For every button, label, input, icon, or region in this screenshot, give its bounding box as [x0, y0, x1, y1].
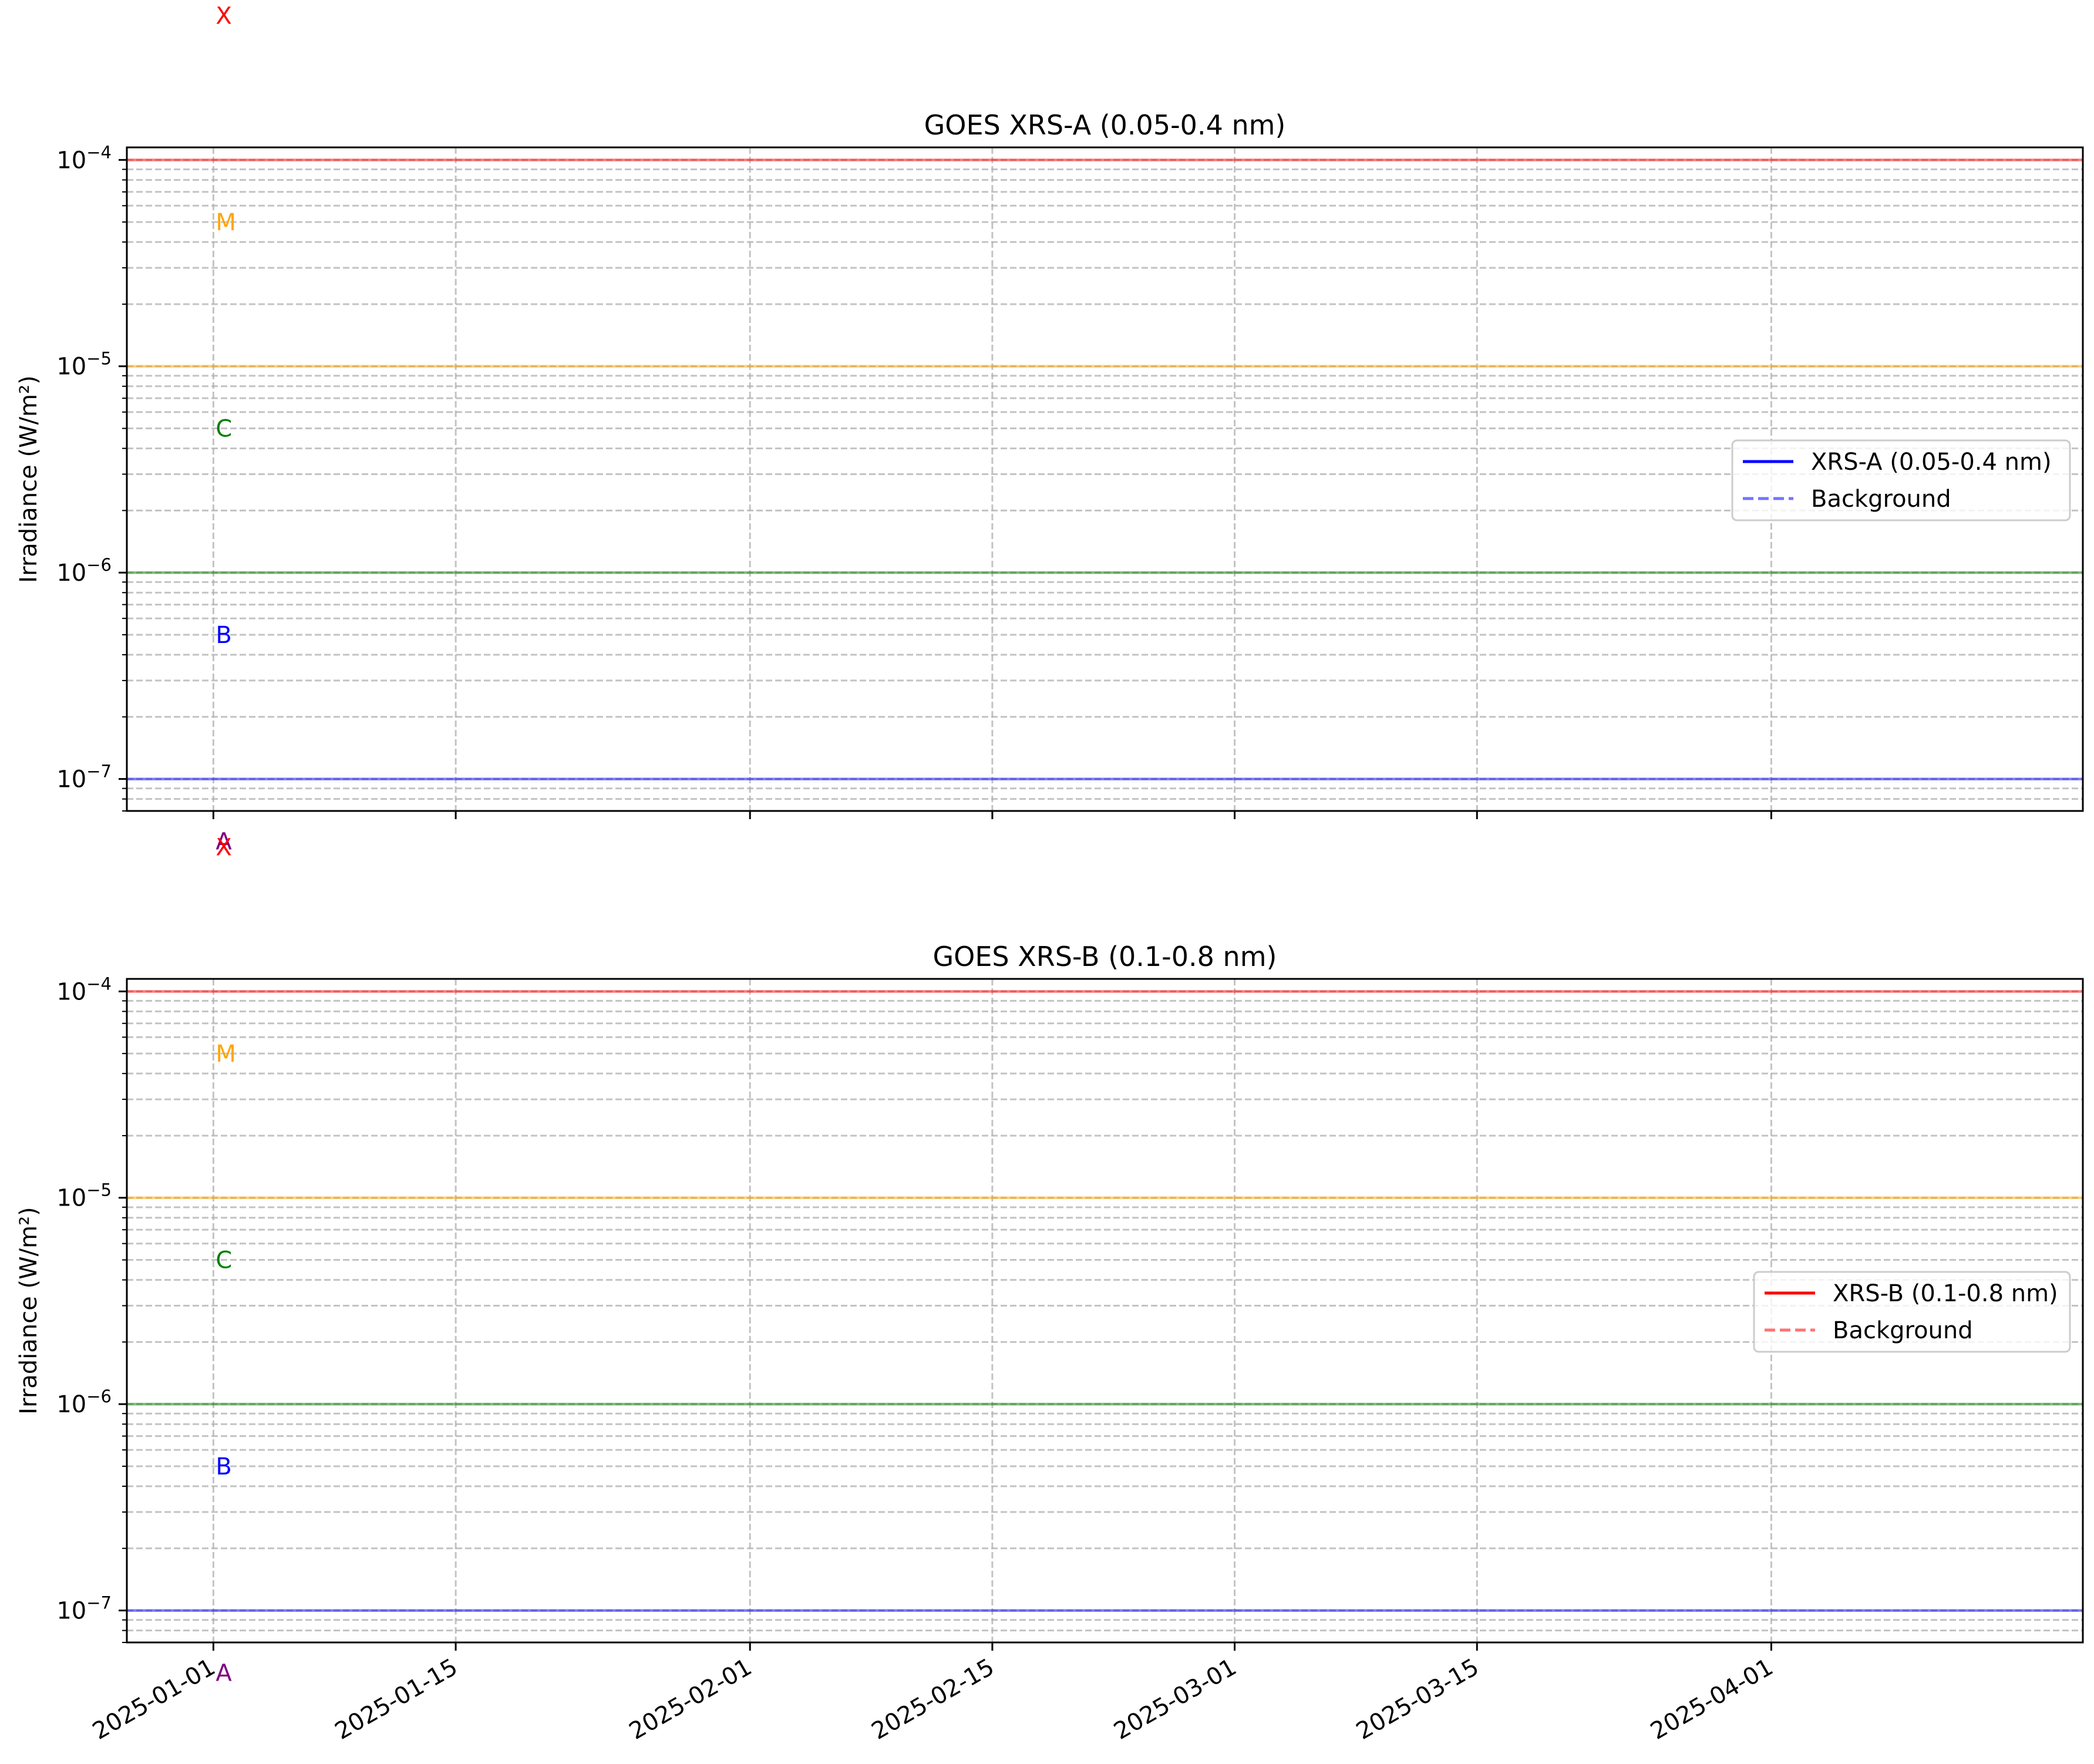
y-tick-exponent: −5: [86, 1180, 112, 1200]
y-tick-exponent: −4: [86, 974, 112, 994]
flare-class-label-c: C: [216, 1247, 232, 1274]
y-tick-base: 10: [56, 354, 86, 381]
y-tick-exponent: −7: [86, 1593, 112, 1613]
legend: XRS-A (0.05-0.4 nm) Background: [1731, 439, 2071, 521]
y-tick-label: 10−6: [56, 1386, 112, 1418]
y-tick-exponent: −6: [86, 555, 112, 575]
flare-class-label-m: M: [216, 1041, 236, 1068]
y-tick-exponent: −4: [86, 142, 112, 162]
flare-class-label-x: X: [216, 834, 231, 861]
y-tick-label: 10−5: [56, 1180, 112, 1212]
x-tick-label: 2025-01-01: [88, 1654, 220, 1745]
legend-label-2: Background: [1811, 486, 1951, 513]
y-tick-label: 10−4: [56, 142, 112, 174]
y-tick-label: 10−7: [56, 1593, 112, 1625]
y-tick-label: 10−4: [56, 974, 112, 1005]
x-tick-label: 2025-02-15: [867, 1654, 999, 1745]
y-tick-base: 10: [56, 1391, 86, 1418]
x-tick-label: 2025-04-01: [1646, 1654, 1777, 1745]
y-tick-exponent: −7: [86, 762, 112, 782]
y-tick-exponent: −6: [86, 1386, 112, 1406]
legend-box: [1731, 439, 2071, 521]
y-tick-base: 10: [56, 766, 86, 793]
y-axis-label: Irradiance (W/m²): [15, 1207, 42, 1414]
flare-class-label-x: X: [216, 3, 231, 30]
flare-class-label-c: C: [216, 416, 232, 443]
y-tick-label: 10−5: [56, 349, 112, 381]
legend-box: [1753, 1271, 2071, 1353]
y-tick-base: 10: [56, 978, 86, 1005]
x-tick-label: 2025-02-01: [625, 1654, 756, 1745]
legend-label-2: Background: [1833, 1317, 1973, 1344]
y-tick-base: 10: [56, 147, 86, 174]
y-tick-label: 10−6: [56, 555, 112, 587]
flare-class-label-b: B: [216, 622, 231, 649]
flare-class-label-m: M: [216, 209, 236, 236]
y-tick-base: 10: [56, 1185, 86, 1212]
flare-class-label-a: A: [216, 1659, 232, 1686]
x-tick-label: 2025-03-15: [1352, 1654, 1483, 1745]
flare-class-label-b: B: [216, 1453, 231, 1480]
plot-frame: [126, 978, 2084, 1644]
y-tick-exponent: −5: [86, 349, 112, 369]
chart-title: GOES XRS-B (0.1-0.8 nm): [933, 941, 1277, 972]
y-tick-label: 10−7: [56, 762, 112, 793]
plot-frame: [126, 146, 2084, 812]
chart-title: GOES XRS-A (0.05-0.4 nm): [924, 109, 1286, 141]
legend-label-1: XRS-B (0.1-0.8 nm): [1833, 1280, 2058, 1307]
x-tick-label: 2025-01-15: [331, 1654, 462, 1745]
legend: XRS-B (0.1-0.8 nm) Background: [1753, 1271, 2071, 1353]
y-tick-base: 10: [56, 560, 86, 587]
x-tick-label: 2025-03-01: [1109, 1654, 1241, 1745]
y-axis-label: Irradiance (W/m²): [15, 375, 42, 583]
legend-label-1: XRS-A (0.05-0.4 nm): [1811, 449, 2052, 476]
y-tick-base: 10: [56, 1598, 86, 1625]
flare-class-label-a: A: [216, 828, 232, 855]
